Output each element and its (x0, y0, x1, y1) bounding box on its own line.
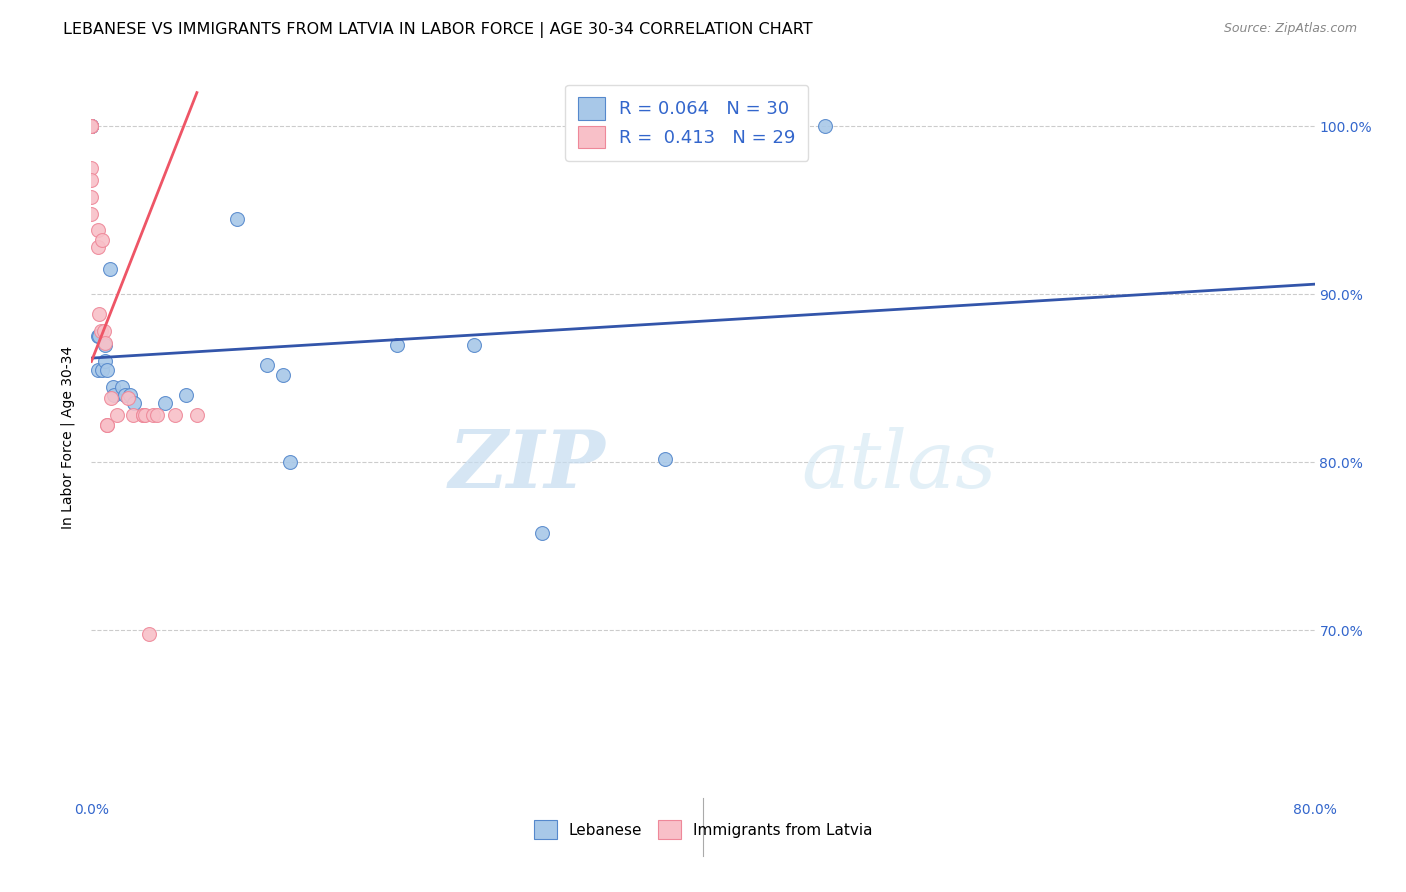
Point (654, 451, 676, 466)
Point (114, 388, 136, 402)
Point (138, 626, 160, 640)
Text: atlas: atlas (801, 427, 997, 505)
Point (91, 234, 114, 248)
Point (86, 240, 108, 254)
Point (103, 388, 125, 402)
Point (174, 388, 197, 402)
Point (146, 409, 169, 423)
Point (96, 418, 118, 433)
Point (96, 418, 118, 433)
Point (86, 329, 108, 343)
Point (86, 223, 108, 237)
Point (165, 409, 187, 423)
Point (80, 120, 103, 134)
Point (96, 363, 118, 377)
Point (80, 120, 103, 134)
Point (94, 354, 117, 368)
Point (86, 363, 108, 377)
Point (531, 525, 554, 540)
Y-axis label: In Labor Force | Age 30-34: In Labor Force | Age 30-34 (60, 345, 76, 529)
Point (80, 190, 103, 204)
Point (94, 336, 117, 351)
Point (153, 396, 176, 410)
Legend: Lebanese, Immigrants from Latvia: Lebanese, Immigrants from Latvia (527, 814, 879, 845)
Point (80, 120, 103, 134)
Point (271, 368, 294, 382)
Point (80, 173, 103, 187)
Point (121, 409, 143, 423)
Point (463, 337, 485, 351)
Point (93, 324, 115, 338)
Point (105, 409, 128, 423)
Point (87, 307, 110, 321)
Point (80, 120, 103, 134)
Point (80, 120, 103, 134)
Point (814, 120, 837, 134)
Point (278, 455, 301, 469)
Point (134, 409, 156, 423)
Point (101, 379, 124, 393)
Text: Source: ZipAtlas.com: Source: ZipAtlas.com (1223, 22, 1357, 36)
Point (80, 120, 103, 134)
Point (225, 211, 247, 226)
Point (80, 120, 103, 134)
Point (80, 206, 103, 220)
Point (132, 409, 155, 423)
Point (80, 161, 103, 176)
Point (385, 337, 409, 351)
Text: ZIP: ZIP (449, 427, 605, 505)
Point (111, 379, 134, 393)
Text: LEBANESE VS IMMIGRANTS FROM LATVIA IN LABOR FORCE | AGE 30-34 CORRELATION CHART: LEBANESE VS IMMIGRANTS FROM LATVIA IN LA… (63, 22, 813, 38)
Point (100, 392, 122, 406)
Point (80, 120, 103, 134)
Point (90, 324, 112, 338)
Point (91, 363, 114, 377)
Point (122, 396, 145, 410)
Point (117, 392, 139, 406)
Point (87, 329, 110, 343)
Point (256, 358, 278, 372)
Point (98, 262, 121, 277)
Point (132, 409, 155, 423)
Point (118, 388, 141, 402)
Point (80, 120, 103, 134)
Point (141, 409, 163, 423)
Point (94, 337, 117, 351)
Point (186, 409, 208, 423)
